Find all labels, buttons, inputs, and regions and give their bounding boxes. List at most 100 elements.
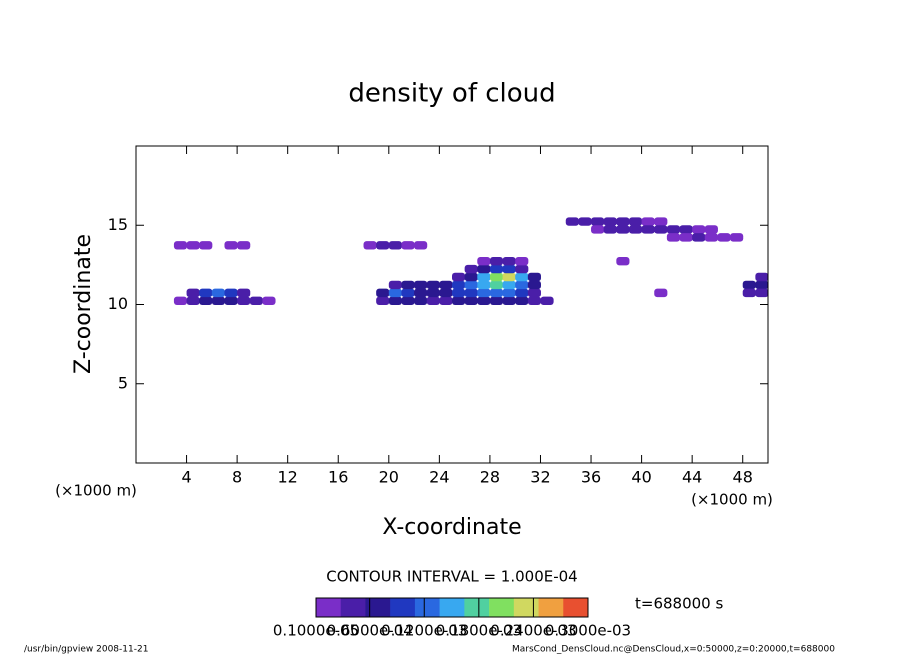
contour-cell [489, 272, 504, 282]
contour-cell [388, 296, 402, 305]
contour-cell [186, 241, 200, 250]
contour-cell [376, 241, 390, 250]
contour-cell [603, 225, 617, 234]
contour-cell [628, 217, 643, 226]
contour-cell [742, 280, 756, 290]
contour-cell [527, 280, 541, 290]
contour-cell [515, 272, 529, 282]
contour-cell [414, 241, 428, 250]
contour-cell [464, 288, 478, 298]
x-axis-label: X-coordinate [382, 515, 521, 540]
x-tick-label: 8 [232, 468, 242, 487]
contour-cell [692, 233, 706, 242]
contour-cell [414, 296, 428, 305]
contour-cell [388, 241, 402, 250]
contour-cell [666, 233, 681, 242]
contour-cell [755, 288, 769, 298]
colorbar-swatch [464, 598, 490, 617]
contour-cell [679, 225, 693, 234]
x-tick-label: 36 [581, 468, 601, 487]
contour-cell [414, 288, 428, 298]
contour-cell [502, 256, 516, 266]
contour-cell [489, 264, 504, 274]
contour-cell [502, 280, 516, 290]
contour-cell [401, 296, 415, 305]
contour-cell [591, 217, 605, 226]
contour-cell [388, 280, 402, 290]
colorbar-swatch [513, 598, 539, 617]
contour-cell [515, 256, 529, 266]
colorbar-tick-label: 0.1200e-03 [381, 622, 467, 640]
contour-cell [262, 296, 276, 305]
colorbar-tick-label: 0.3000e-03 [545, 622, 631, 640]
time-label: t=688000 s [635, 595, 723, 613]
x-tick-label: 16 [328, 468, 348, 487]
contour-cell [489, 280, 504, 290]
colorbar-swatch [439, 598, 465, 617]
contour-cell [666, 225, 681, 234]
x-tick-label: 44 [682, 468, 702, 487]
contour-cell [211, 296, 225, 305]
colorbar-tick-label: 0.6000e-04 [327, 622, 413, 640]
contour-cell [489, 296, 504, 305]
contour-cell [717, 233, 731, 242]
contour-cell [439, 280, 453, 290]
x-tick-label: 24 [429, 468, 449, 487]
contour-cell [641, 225, 655, 234]
contour-cell [237, 288, 251, 298]
colorbar-tick-label: 0.1000e-05 [273, 622, 359, 640]
contour-cell [477, 272, 491, 282]
contour-cell [186, 288, 200, 298]
contour-cell [452, 280, 466, 290]
contour-cell [477, 264, 491, 274]
x-tick-label: 4 [181, 468, 191, 487]
contour-cell [527, 288, 541, 298]
colorbar-swatch [563, 598, 589, 617]
contour-cell [730, 233, 744, 242]
contour-cell [439, 296, 453, 305]
contour-cell [692, 225, 706, 234]
contour-cell [237, 296, 251, 305]
contour-cell [515, 296, 529, 305]
x-tick-label: 12 [278, 468, 298, 487]
contour-cell [616, 256, 630, 266]
contour-cell [376, 288, 390, 298]
contour-cell [426, 296, 440, 305]
contour-cell [199, 296, 213, 305]
colorbar-swatch [489, 598, 515, 617]
contour-cell [654, 217, 668, 226]
contour-cell [502, 288, 516, 298]
contour-cell [173, 296, 188, 305]
colorbar-swatch [365, 598, 391, 617]
contour-cell [477, 296, 491, 305]
contour-cell [515, 264, 529, 274]
contour-cell [527, 272, 541, 282]
y-tick-label: 15 [108, 215, 128, 234]
contour-cell [489, 288, 504, 298]
colorbar-swatch [390, 598, 416, 617]
x-tick-label: 40 [631, 468, 651, 487]
contour-cell [540, 296, 554, 305]
contour-cell [224, 241, 238, 250]
contour-cell [578, 217, 592, 226]
contour-cell [401, 280, 415, 290]
contour-cell [186, 296, 200, 305]
contour-cell [237, 241, 251, 250]
contour-cell [401, 241, 415, 250]
contour-cell [755, 280, 769, 290]
contour-cell [439, 288, 453, 298]
contour-interval: CONTOUR INTERVAL = 1.000E-04 [326, 568, 577, 586]
contour-cell [742, 288, 756, 298]
y-tick-label: 10 [108, 294, 128, 313]
colorbar-swatch [538, 598, 564, 617]
contour-cell [464, 272, 478, 282]
x-unit: (×1000 m) [691, 491, 773, 509]
contour-cell [515, 288, 529, 298]
contour-cell [376, 296, 390, 305]
y-tick-label: 5 [118, 373, 128, 392]
contour-cell [755, 272, 769, 282]
x-tick-label: 28 [480, 468, 500, 487]
contour-cell [249, 296, 263, 305]
contour-cell [199, 288, 213, 298]
